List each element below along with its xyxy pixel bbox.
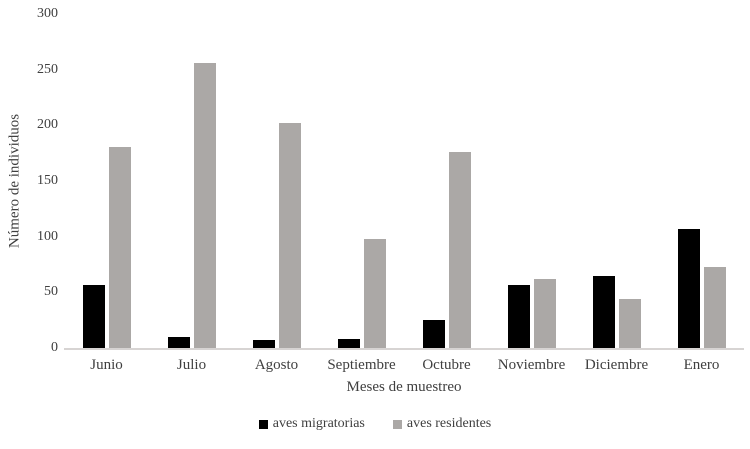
legend-item-migratorias: aves migratorias: [258, 416, 365, 432]
bar-residentes-noviembre: [533, 279, 556, 348]
y-tick-label-300: 300: [37, 6, 58, 21]
bar-group-agosto: [234, 14, 319, 348]
bar-migratorias-septiembre: [337, 339, 360, 348]
bar-migratorias-enero: [677, 228, 700, 348]
x-axis-label-septiembre: Septiembre: [327, 357, 396, 373]
bar-migratorias-julio: [167, 336, 190, 348]
bar-group-enero: [659, 14, 744, 348]
bar-group-diciembre: [574, 14, 659, 348]
bar-group-junio: [64, 14, 149, 348]
y-tick-label-250: 250: [37, 61, 58, 77]
bar-migratorias-diciembre: [592, 275, 615, 348]
y-tick-label-0: 0: [51, 340, 58, 355]
legend-swatch-residentes-icon: [392, 419, 402, 429]
x-axis-label-junio: Junio: [90, 357, 123, 373]
bar-migratorias-agosto: [252, 340, 275, 348]
x-axis-label-enero: Enero: [683, 357, 720, 373]
bar-migratorias-junio: [82, 284, 105, 348]
x-axis-title: Meses de muestreo: [346, 379, 462, 395]
bar-residentes-junio: [108, 146, 131, 348]
y-tick-label-150: 150: [37, 173, 58, 188]
y-tick-label-200: 200: [37, 117, 58, 133]
y-tick-label-50: 50: [44, 284, 58, 300]
legend: aves migratorias aves residentes: [0, 416, 750, 432]
bar-migratorias-octubre: [422, 320, 445, 348]
bar-residentes-julio: [193, 63, 216, 348]
legend-item-residentes: aves residentes: [392, 416, 492, 432]
bar-group-julio: [149, 14, 234, 348]
bar-residentes-agosto: [278, 123, 301, 348]
x-axis-label-agosto: Agosto: [254, 357, 299, 373]
bar-residentes-septiembre: [363, 238, 386, 348]
bar-migratorias-noviembre: [507, 284, 530, 348]
x-axis-label-diciembre: Diciembre: [584, 357, 649, 373]
plot-area: [64, 14, 744, 350]
bar-group-noviembre: [489, 14, 574, 348]
bar-residentes-octubre: [448, 152, 471, 348]
y-tick-label-100: 100: [37, 228, 58, 244]
legend-swatch-migratorias-icon: [258, 419, 268, 429]
legend-label-residentes: aves residentes: [406, 416, 492, 431]
bar-residentes-enero: [703, 266, 726, 348]
bar-group-septiembre: [319, 14, 404, 348]
x-axis-label-noviembre: Noviembre: [497, 357, 566, 373]
bar-residentes-diciembre: [618, 299, 641, 348]
bar-group-octubre: [404, 14, 489, 348]
legend-label-migratorias: aves migratorias: [272, 416, 365, 431]
x-axis-label-octubre: Octubre: [422, 357, 471, 373]
x-axis-label-julio: Julio: [176, 357, 207, 373]
